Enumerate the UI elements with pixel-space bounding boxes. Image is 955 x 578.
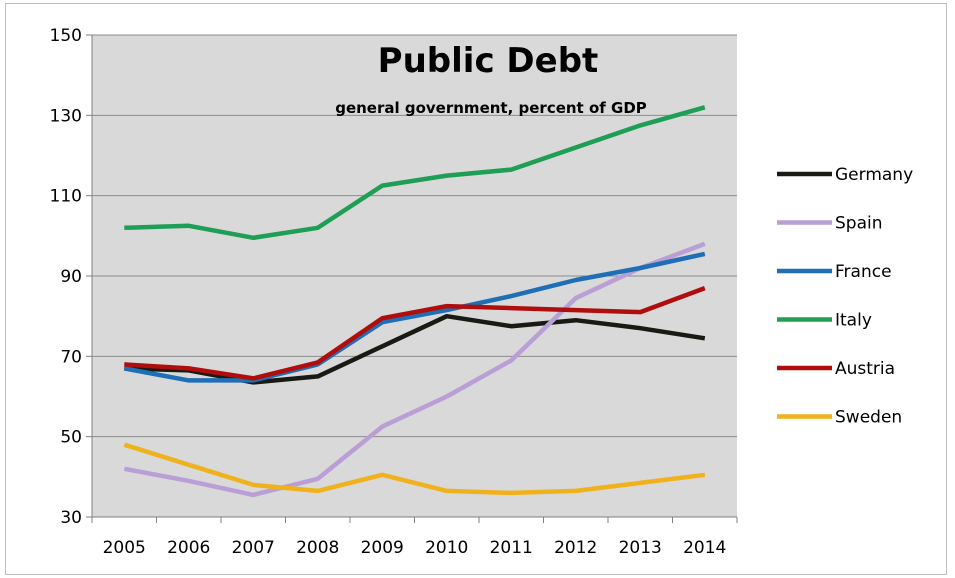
- chart-subtitle: general government, percent of GDP: [335, 99, 647, 117]
- y-tick-label: 150: [50, 26, 82, 46]
- x-tick-label: 2009: [361, 538, 404, 558]
- series-lines: [123, 105, 706, 498]
- public-debt-line-chart: 30 50 70 90 110 130 150 2005 2006 2007 2008 2009 201…: [50, 26, 914, 558]
- series-line-germany: [124, 313, 706, 385]
- y-tick-label: 50: [60, 428, 82, 448]
- x-tick-label: 2006: [167, 538, 210, 558]
- x-tick-label: 2010: [425, 538, 468, 558]
- x-tick-label: 2014: [683, 538, 726, 558]
- axes: 30 50 70 90 110 130 150 2005 2006 2007 2008 2009 201…: [50, 26, 738, 558]
- legend-label-italy: Italy: [835, 311, 872, 331]
- legend-label-germany: Germany: [835, 165, 913, 185]
- x-tick-label: 2013: [619, 538, 662, 558]
- series-line-austria: [124, 285, 706, 381]
- x-tick-label: 2007: [232, 538, 275, 558]
- gridlines: [92, 34, 737, 438]
- series-line-sweden: [123, 442, 706, 496]
- legend-label-austria: Austria: [835, 359, 895, 379]
- legend: Germany Spain France Italy Austria Sweden: [777, 165, 913, 428]
- legend-label-france: France: [835, 262, 892, 282]
- series-line-italy: [124, 105, 706, 241]
- chart-title: Public Debt: [378, 41, 599, 81]
- legend-label-sweden: Sweden: [835, 408, 902, 428]
- y-tick-label: 30: [60, 508, 82, 528]
- y-tick-label: 90: [60, 267, 82, 287]
- x-tick-label: 2012: [554, 538, 597, 558]
- x-tick-label: 2005: [103, 538, 146, 558]
- y-tick-label: 110: [50, 187, 82, 207]
- y-tick-label: 130: [50, 106, 82, 126]
- legend-label-spain: Spain: [835, 214, 883, 234]
- series-line-france: [123, 251, 706, 383]
- x-tick-label: 2011: [490, 538, 533, 558]
- y-tick-label: 70: [60, 347, 82, 367]
- title-block: Public Debt general government, percent …: [335, 41, 647, 117]
- x-tick-label: 2008: [296, 538, 339, 558]
- series-line-spain: [123, 241, 706, 498]
- chart-frame: 30 50 70 90 110 130 150 2005 2006 2007 2008 2009 201…: [5, 3, 947, 575]
